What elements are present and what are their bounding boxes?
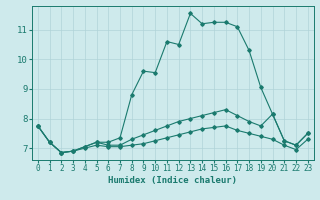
X-axis label: Humidex (Indice chaleur): Humidex (Indice chaleur) <box>108 176 237 185</box>
